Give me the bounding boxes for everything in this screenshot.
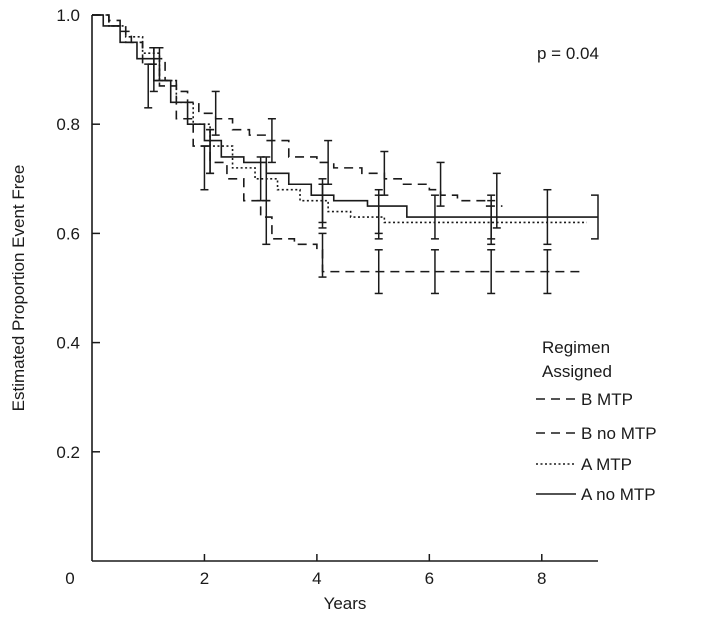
error-bar-b-no-mtp-1 [200,145,209,191]
error-bar-b-mtp-2 [267,117,276,164]
x-ticks: 2 4 6 8 [200,554,547,588]
legend: Regimen Assigned B MTP B no MTP A MTP A … [536,338,657,504]
error-bar-b-no-mtp-3 [318,232,327,278]
x-tick-label-2: 2 [200,569,209,588]
error-bar-b-mtp-6 [492,172,501,229]
error-bar-b-no-mtp-6 [487,249,496,295]
error-bar-a-no-mtp-0 [149,47,158,93]
series-layer [92,14,599,295]
error-bar-b-mtp-5 [436,161,445,207]
error-bar-a-no-mtp-7 [543,188,552,246]
error-bar-a-no-mtp-6 [487,194,496,240]
legend-title-line-1: Regimen [542,338,610,357]
error-bar-b-mtp-1 [211,90,220,136]
series-a-mtp [92,14,587,246]
x-tick-label-4: 4 [312,569,321,588]
error-bar-a-no-mtp-1 [206,128,215,175]
y-tick-label-0.6: 0.6 [56,224,80,243]
series-line-a-no-mtp [92,14,598,218]
y-ticks: 0.2 0.4 0.6 0.8 1.0 [56,6,100,462]
error-bar-b-no-mtp-7 [543,249,552,295]
error-bar-a-no-mtp-5 [430,194,439,240]
error-bar-b-no-mtp-4 [374,249,383,295]
series-b-mtp [92,14,503,229]
x-tick-label-8: 8 [537,569,546,588]
legend-label-b-no-mtp: B no MTP [581,424,657,443]
error-bar-b-no-mtp-2 [262,199,271,246]
x-tick-label-6: 6 [425,569,434,588]
legend-label-a-mtp: A MTP [581,455,632,474]
y-tick-label-0.8: 0.8 [56,115,80,134]
x-axis-label: Years [324,594,367,613]
y-axis-label: Estimated Proportion Event Free [9,165,28,412]
error-bar-b-no-mtp-0 [144,63,153,109]
y-tick-label-0.4: 0.4 [56,334,80,353]
series-line-a-mtp [92,14,587,224]
legend-title-line-2: Assigned [542,362,612,381]
error-bar-b-no-mtp-5 [430,249,439,295]
series-line-b-no-mtp [92,14,582,273]
legend-label-a-no-mtp: A no MTP [581,485,656,504]
series-a-no-mtp [92,14,598,246]
series-b-no-mtp [92,14,582,295]
end-bracket [591,194,599,240]
y-tick-label-0.2: 0.2 [56,443,80,462]
origin-label: 0 [65,569,74,588]
y-tick-label-1: 1.0 [56,6,80,25]
error-bar-a-no-mtp-3 [318,178,327,224]
p-value-annotation: p = 0.04 [537,44,599,63]
legend-label-b-mtp: B MTP [581,390,633,409]
error-bar-b-mtp-4 [380,150,389,196]
error-bar-a-no-mtp-2 [262,156,271,202]
error-bar-a-no-mtp-4 [374,188,383,235]
